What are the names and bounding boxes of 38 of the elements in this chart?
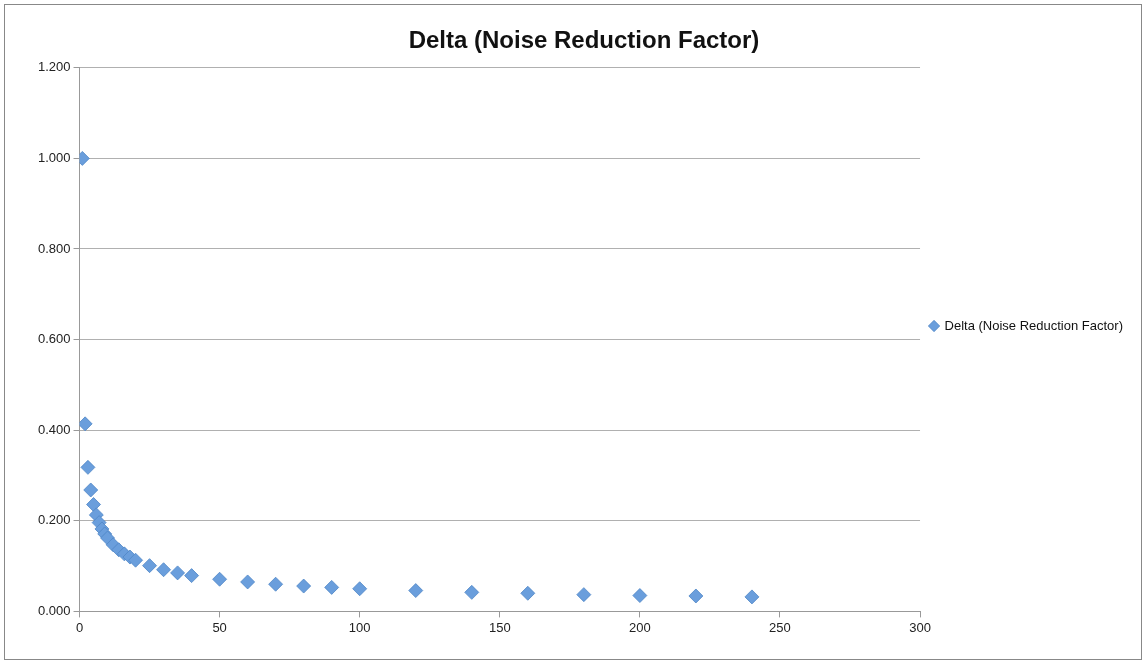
point — [296, 578, 312, 594]
point — [744, 589, 760, 605]
point — [408, 583, 424, 598]
point — [576, 587, 592, 603]
chart-title: Delta (Noise Reduction Factor) — [408, 26, 760, 54]
point — [632, 588, 648, 603]
y-tick-label: 0.000 — [37, 602, 71, 618]
point — [268, 576, 284, 592]
y-tick-label: 0.200 — [37, 512, 71, 528]
x-tick-label: 100 — [348, 619, 371, 635]
point — [128, 552, 143, 568]
x-tick-label: 0 — [75, 619, 84, 635]
y-tick-label: 0.400 — [37, 421, 71, 437]
x-tick-label: 300 — [909, 619, 931, 635]
x-tick-label: 50 — [212, 619, 227, 635]
point — [170, 565, 185, 581]
y-tick-label: 1.000 — [37, 149, 71, 165]
point — [688, 588, 704, 604]
point — [324, 579, 340, 595]
point — [86, 497, 101, 512]
point — [352, 581, 368, 597]
point — [240, 574, 256, 590]
point — [212, 571, 228, 587]
legend-label: Delta (Noise Reduction Factor) — [944, 317, 1124, 333]
y-tick-label: 0.800 — [37, 240, 71, 256]
point — [80, 459, 96, 475]
point — [142, 558, 157, 574]
point — [156, 562, 171, 578]
x-tick-label: 150 — [488, 619, 511, 635]
point — [184, 568, 199, 584]
point — [83, 482, 99, 498]
y-tick-label: 1.200 — [37, 59, 71, 75]
point — [79, 416, 93, 432]
point — [520, 585, 536, 601]
x-tick-label: 200 — [629, 619, 651, 635]
point — [464, 584, 480, 600]
x-tick-label: 250 — [769, 619, 791, 635]
y-tick-label: 0.600 — [37, 331, 71, 347]
